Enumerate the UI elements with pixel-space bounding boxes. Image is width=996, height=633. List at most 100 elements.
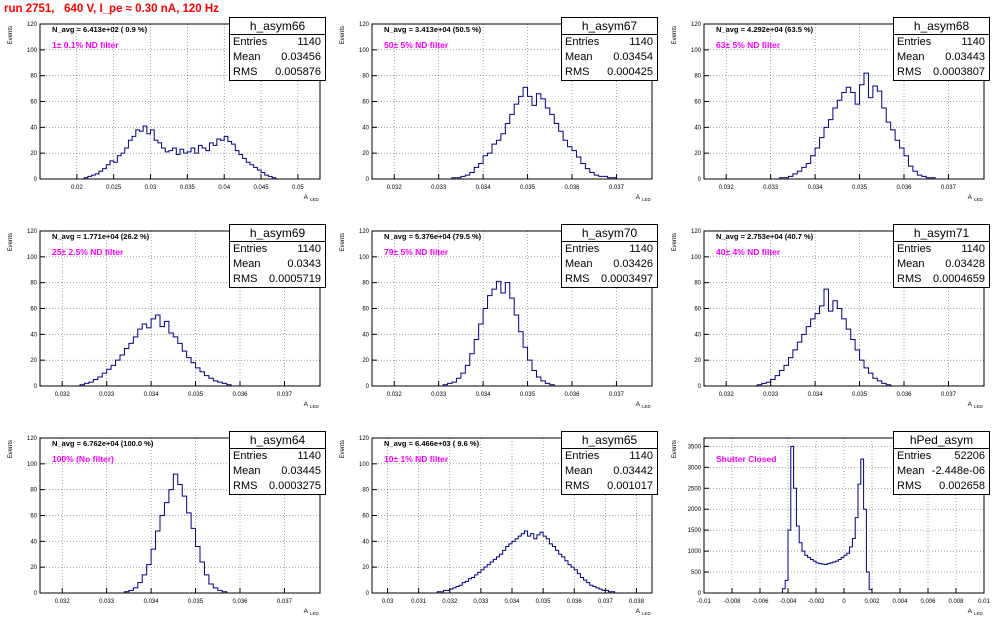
histogram-bin: [850, 547, 853, 593]
y-tick-label: 0: [366, 591, 370, 597]
histogram-bin: [195, 153, 199, 179]
histogram-outline: [781, 445, 873, 593]
histogram-bin: [521, 534, 524, 593]
histogram-bin: [133, 337, 137, 386]
stats-label-entries: Entries: [233, 243, 268, 255]
x-axis-label: A: [304, 608, 309, 615]
histogram-bin: [158, 143, 162, 179]
histogram-bin: [519, 332, 523, 386]
stats-value-mean: 0.03443: [945, 51, 985, 63]
histogram-bin: [93, 380, 97, 386]
histogram-bin: [828, 120, 832, 179]
histogram-bin: [917, 175, 921, 179]
histogram-bin: [841, 557, 844, 593]
stats-label-entries: Entries: [897, 450, 932, 462]
stats-value-mean: 0.0343: [287, 258, 321, 270]
histogram-bin: [851, 92, 855, 179]
histogram-bin: [581, 164, 585, 180]
histogram-bin: [213, 588, 217, 593]
x-axis-label: A: [636, 608, 641, 615]
filter-annotation: 10± 1% ND filter: [384, 454, 449, 464]
stats-value-mean: 0.03454: [613, 51, 653, 63]
histogram-bin: [864, 73, 868, 179]
histogram-bin: [775, 376, 779, 386]
stats-value-rms: 0.001017: [607, 480, 653, 492]
stats-value-entries: 1140: [297, 450, 321, 462]
histogram-bin: [217, 139, 221, 179]
y-tick-label: 100: [359, 462, 370, 468]
histogram-panel: 0.032 0.033 0.034 0.035 0.036 0.037 0 20 40 60 80 1…: [332, 12, 664, 219]
stats-box: h_asym68 Entries 1140 Mean 0.03443 RMS 0.00038…: [893, 17, 990, 81]
histogram-bin: [847, 553, 850, 593]
stats-value-entries: 52206: [954, 450, 985, 462]
y-tick-label: 0: [366, 177, 370, 183]
y-axis-label: Events: [672, 233, 678, 251]
histogram-bin: [102, 373, 106, 386]
stats-box: h_asym67 Entries 1140 Mean 0.03454 RMS 0.00042…: [561, 17, 658, 81]
stats-row-entries: Entries 1140: [230, 449, 325, 464]
histogram-bin: [891, 130, 895, 179]
histogram-bin: [568, 147, 572, 179]
stats-label-mean: Mean: [565, 465, 593, 477]
stats-row-rms: RMS 0.0003275: [230, 479, 325, 494]
stats-row-rms: RMS 0.0005719: [230, 272, 325, 287]
y-tick-label: 120: [27, 22, 38, 28]
histogram-bin: [532, 105, 536, 179]
stats-row-mean: Mean 0.03428: [894, 257, 989, 272]
x-tick-label: 0.037: [941, 185, 957, 191]
histogram-name: h_asym65: [562, 432, 657, 449]
x-tick-label: 0.032: [719, 392, 735, 398]
x-tick-label: 0.035: [520, 392, 536, 398]
stats-row-entries: Entries 52206: [894, 449, 989, 464]
x-tick-label: 0.01: [978, 599, 990, 605]
y-tick-label: 500: [691, 570, 702, 576]
histogram-bin: [514, 315, 518, 386]
x-tick-label: 0.05: [292, 185, 304, 191]
histogram-bin: [483, 156, 487, 179]
stats-label-entries: Entries: [233, 450, 268, 462]
histogram-bin: [173, 148, 177, 179]
histogram-bin: [572, 151, 576, 179]
histogram-bin: [868, 98, 872, 179]
histogram-panel: 0.032 0.033 0.034 0.035 0.036 0.037 0 20 40 60 80 1…: [664, 12, 996, 219]
x-axis-label-subscript: LED: [974, 611, 984, 616]
histogram-bin: [913, 171, 917, 179]
navg-label: N_avg = 6.466e+03 ( 9.6 %): [384, 439, 480, 448]
histogram-plot: 0.032 0.033 0.034 0.035 0.036 0.037 0 20 40 60 80 1…: [340, 22, 653, 202]
stats-row-rms: RMS 0.000425: [562, 65, 657, 80]
histogram-bin: [496, 140, 500, 179]
histogram-bin: [855, 350, 859, 386]
histogram-bin: [483, 309, 487, 387]
histogram-name: h_asym64: [230, 432, 325, 449]
stats-row-entries: Entries 1140: [562, 35, 657, 50]
x-axis-label: A: [304, 194, 309, 201]
y-tick-label: 0: [34, 384, 38, 390]
histogram-bin: [128, 140, 132, 179]
histogram-bin: [110, 161, 114, 179]
filter-annotation: 50± 5% ND filter: [384, 40, 449, 50]
stats-box: h_asym71 Entries 1140 Mean 0.03428 RMS 0.00046…: [893, 224, 990, 288]
histogram-bin: [492, 144, 496, 179]
x-tick-label: 0.032: [719, 185, 735, 191]
histogram-bin: [456, 378, 460, 386]
histogram-bin: [503, 550, 506, 593]
histogram-bin: [546, 539, 549, 593]
histogram-bin: [536, 377, 540, 386]
histogram-bin: [121, 153, 125, 179]
stats-box: h_asym70 Entries 1140 Mean 0.03426 RMS 0.00034…: [561, 224, 658, 288]
histogram-bin: [213, 145, 217, 179]
y-tick-label: 0: [34, 591, 38, 597]
histogram-bin: [842, 319, 846, 386]
histogram-bin: [120, 355, 124, 386]
histogram-bin: [819, 564, 822, 593]
stats-label-mean: Mean: [565, 51, 593, 63]
histogram-bin: [541, 99, 545, 179]
navg-label: N_avg = 4.292e+04 (63.5 %): [716, 25, 814, 34]
histogram-bin: [518, 536, 521, 593]
x-tick-label: -0.004: [779, 599, 797, 605]
stats-row-entries: Entries 1140: [230, 35, 325, 50]
histogram-name: h_asym67: [562, 18, 657, 35]
histogram-bin: [523, 87, 527, 179]
x-tick-label: 0.035: [520, 185, 536, 191]
y-tick-label: 60: [30, 100, 37, 106]
